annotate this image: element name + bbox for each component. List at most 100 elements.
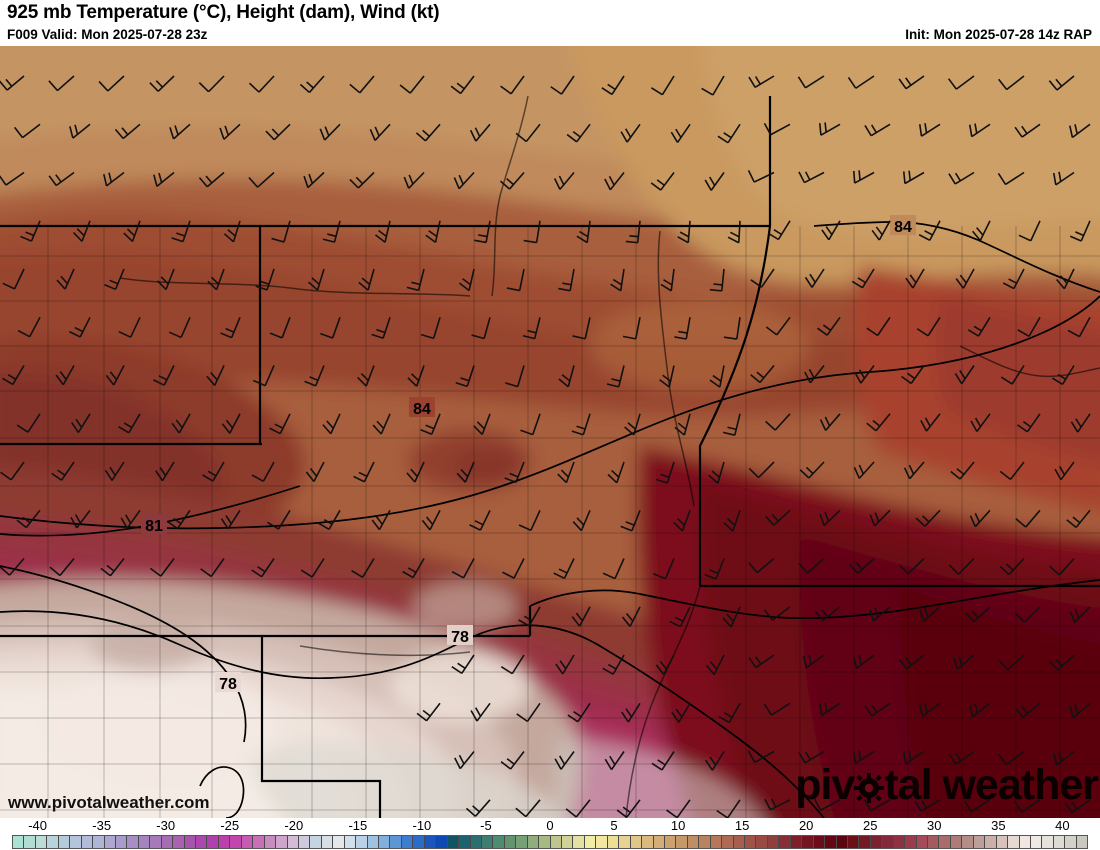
colorbar-tick-label: 30 [927, 818, 942, 833]
colorbar-swatch [230, 836, 242, 848]
colorbar-tick-label: 5 [610, 818, 618, 833]
colorbar-swatch [184, 836, 196, 848]
colorbar-swatch [527, 836, 540, 848]
colorbar-ticks: -40 -35 -30 -25 -20 -15 -10 -5 0 5 10 15 20 25 30 35 40 [0, 818, 1100, 834]
colorbar-swatch [539, 836, 551, 848]
colorbar-swatch [985, 836, 997, 848]
contour-78-tail [709, 717, 825, 818]
colorbar-swatch [733, 836, 745, 848]
colorbar-swatch [756, 836, 768, 848]
colorbar-swatch [1053, 836, 1066, 848]
contour-label-81: 81 [141, 514, 167, 535]
contour-labels: 84 84 81 78 [141, 215, 916, 693]
colorbar-tick-label: 25 [863, 818, 878, 833]
colorbar-swatch [722, 836, 734, 848]
colorbar-swatch [813, 836, 826, 848]
colorbar[interactable]: -40 -35 -30 -25 -20 -15 -10 -5 0 5 10 15 20 25 30 35 40 [0, 818, 1100, 850]
colorbar-tick-label: -30 [156, 818, 176, 833]
colorbar-tick-label: 20 [798, 818, 814, 833]
colorbar-swatch [24, 836, 36, 848]
init-time-label: Init: Mon 2025-07-28 14z RAP [905, 27, 1092, 42]
colorbar-swatch [333, 836, 345, 848]
colorbar-swatch [928, 836, 940, 848]
colorbar-swatch [413, 836, 425, 848]
colorbar-tick-label: -10 [412, 818, 432, 833]
colorbar-swatch [47, 836, 59, 848]
colorbar-swatch [196, 836, 208, 848]
colorbar-swatch [905, 836, 917, 848]
map-canvas[interactable]: 84 84 81 78 [0, 46, 1100, 818]
colorbar-tick-label: -15 [348, 818, 368, 833]
colorbar-swatch [115, 836, 128, 848]
colorbar-swatch [493, 836, 505, 848]
colorbar-swatch [70, 836, 82, 848]
colorbar-swatch [962, 836, 974, 848]
colorbar-swatch [630, 836, 643, 848]
colorbar-swatch [1065, 836, 1077, 848]
brand-watermark: piv [795, 761, 1099, 810]
colorbar-swatch [481, 836, 494, 848]
colorbar-swatch [996, 836, 1009, 848]
contour-78b [529, 579, 1100, 620]
contour-label-78-b: 78 [215, 672, 241, 693]
contour-81-path2 [0, 565, 247, 743]
rivers [119, 95, 1100, 818]
colorbar-swatch [893, 836, 906, 848]
colorbar-swatch [218, 836, 231, 848]
colorbar-swatch [127, 836, 139, 848]
contour-label-78-a: 78 [447, 625, 473, 646]
colorbar-swatch [859, 836, 871, 848]
colorbar-swatch [607, 836, 620, 848]
colorbar-swatch [276, 836, 288, 848]
colorbar-swatch [310, 836, 322, 848]
colorbar-swatch [93, 836, 105, 848]
colorbar-swatch [459, 836, 471, 848]
colorbar-tick-label: -35 [92, 818, 112, 833]
colorbar-swatch [790, 836, 803, 848]
height-contours [0, 221, 1100, 818]
colorbar-swatch [1019, 836, 1031, 848]
colorbar-swatch [916, 836, 928, 848]
colorbar-tick-label: -25 [220, 818, 240, 833]
colorbar-swatches[interactable] [12, 835, 1088, 849]
colorbar-swatch [836, 836, 848, 848]
colorbar-tick-label: -5 [480, 818, 492, 833]
colorbar-swatch [699, 836, 711, 848]
state-boundaries [0, 96, 1100, 818]
colorbar-swatch [870, 836, 883, 848]
colorbar-swatch [138, 836, 151, 848]
map-svg: 84 84 81 78 [0, 46, 1100, 818]
colorbar-swatch [653, 836, 665, 848]
colorbar-swatch [802, 836, 814, 848]
colorbar-swatch [596, 836, 608, 848]
contour-closed-small [199, 766, 245, 818]
brand-text-1: piv [795, 761, 855, 809]
colorbar-swatch [687, 836, 700, 848]
colorbar-swatch [207, 836, 219, 848]
contour-label-84-b: 84 [890, 215, 916, 236]
colorbar-swatch [287, 836, 299, 848]
colorbar-swatch [13, 836, 25, 848]
colorbar-swatch [584, 836, 597, 848]
valid-time-label: F009 Valid: Mon 2025-07-28 23z [7, 27, 208, 42]
colorbar-swatch [973, 836, 986, 848]
colorbar-swatch [35, 836, 48, 848]
colorbar-swatch [264, 836, 277, 848]
svg-text:78: 78 [219, 676, 237, 693]
colorbar-swatch [401, 836, 414, 848]
colorbar-swatch [173, 836, 185, 848]
colorbar-swatch [1042, 836, 1054, 848]
colorbar-tick-label: -40 [28, 818, 48, 833]
svg-text:78: 78 [451, 629, 469, 646]
colorbar-tick-label: 10 [670, 818, 686, 833]
svg-text:84: 84 [413, 401, 431, 418]
gear-icon [854, 773, 885, 803]
contour-78-path [0, 610, 711, 719]
colorbar-swatch [710, 836, 723, 848]
colorbar-tick-label: 15 [734, 818, 750, 833]
colorbar-swatch [550, 836, 562, 848]
colorbar-tick-label: -20 [284, 818, 304, 833]
svg-text:81: 81 [145, 518, 163, 535]
colorbar-swatch [1076, 836, 1088, 848]
